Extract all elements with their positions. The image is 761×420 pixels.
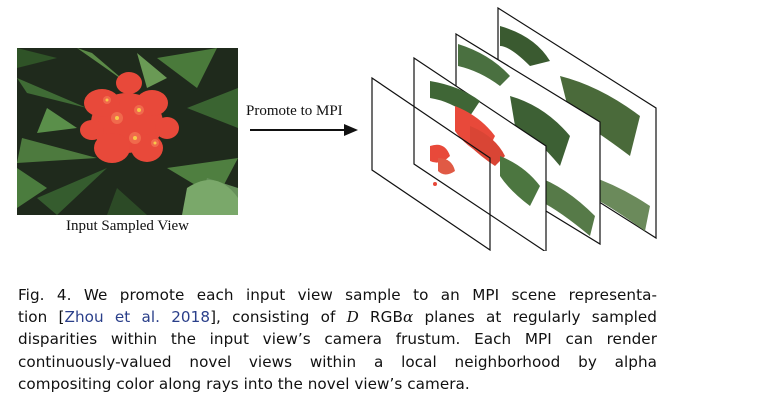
caption-line-2: tion [Zhou et al. 2018], consisting of D… <box>18 306 657 328</box>
input-view-photo <box>17 48 238 215</box>
citation-link[interactable]: Zhou et al. 2018 <box>64 308 211 327</box>
input-view-label: Input Sampled View <box>66 218 189 234</box>
caption-text: tion [ <box>18 308 65 327</box>
math-symbol-alpha: α <box>402 308 414 327</box>
mpi-plane-2 <box>413 56 547 251</box>
caption-text: ], consisting of <box>210 308 347 327</box>
caption-line-3: disparities within the input view’s came… <box>18 330 657 349</box>
caption-text: RGB <box>358 308 403 327</box>
right-arrow-icon <box>250 124 358 136</box>
math-symbol-d: D <box>346 308 359 327</box>
caption-line-1: Fig. 4. We promote each input view sampl… <box>18 286 657 304</box>
mpi-planes-diagram <box>371 6 657 251</box>
caption-text: planes at regularly sampled <box>413 308 657 327</box>
mpi-plane-1 <box>371 76 491 251</box>
caption-line-4: continuously-valued novel views within a… <box>18 352 657 371</box>
figure: Input Sampled View Promote to MPI <box>17 6 657 251</box>
figure-caption: Fig. 4. We promote each input view sampl… <box>18 284 657 395</box>
flower-photo-image <box>17 48 238 215</box>
promote-arrow-label: Promote to MPI <box>246 103 343 119</box>
caption-line-5: compositing color along rays into the no… <box>18 374 470 393</box>
